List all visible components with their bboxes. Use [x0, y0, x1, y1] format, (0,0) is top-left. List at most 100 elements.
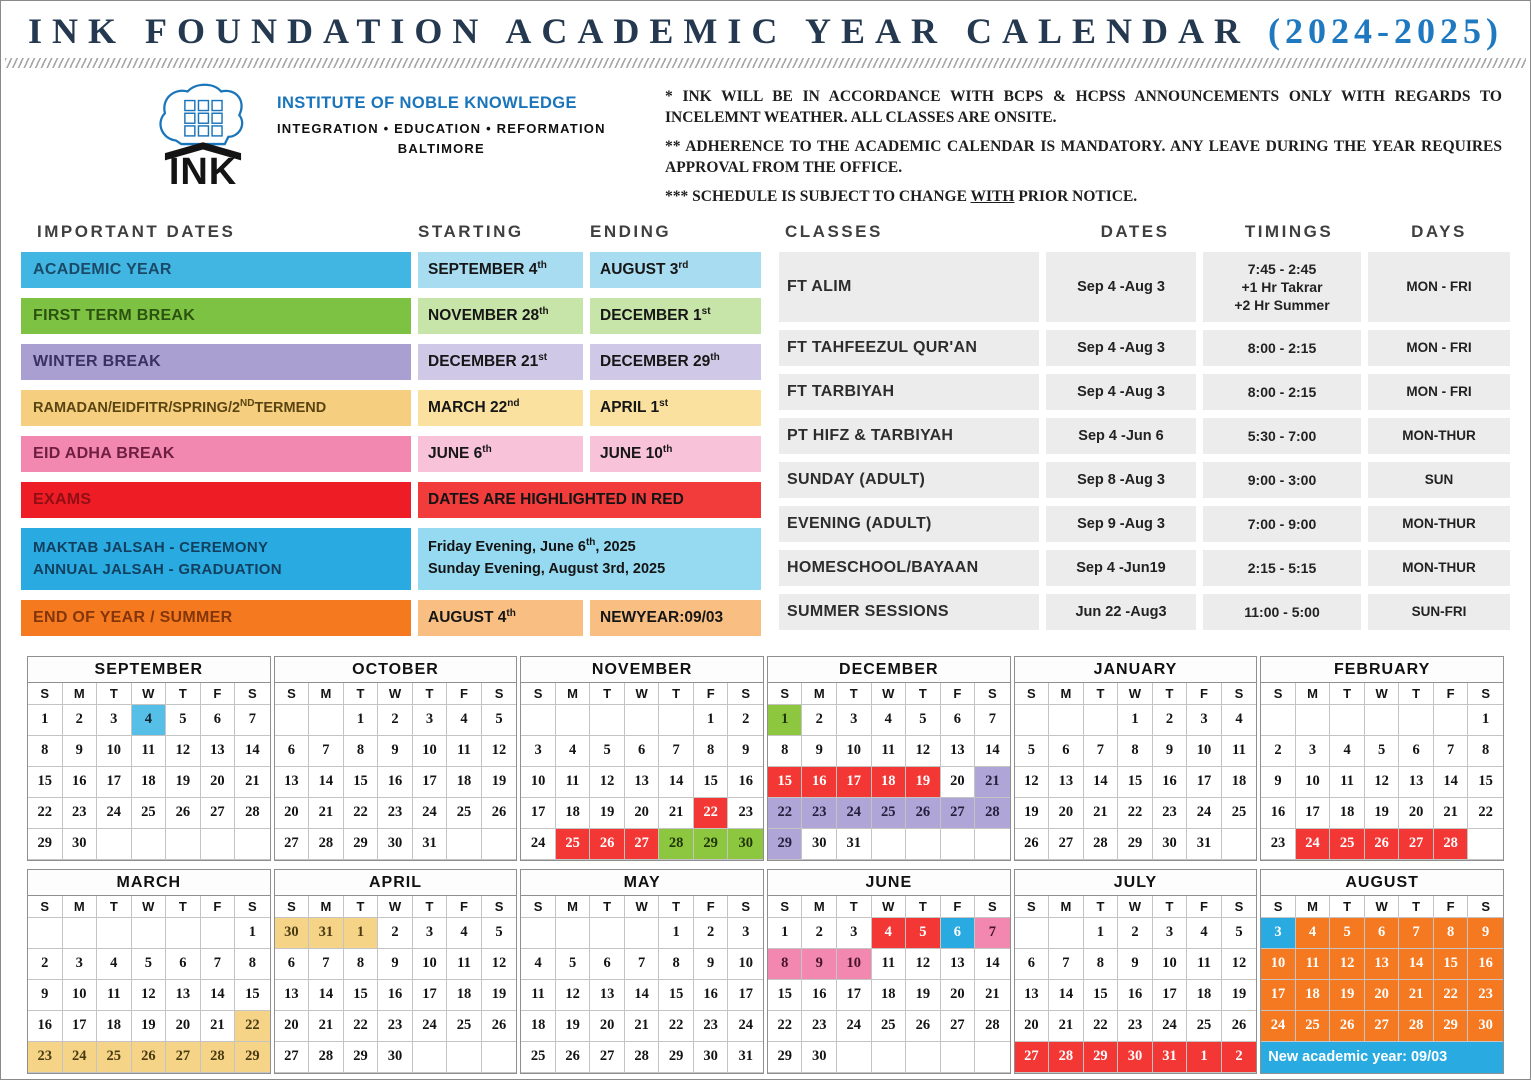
- empty-day-cell: [521, 917, 556, 949]
- day-cell: 14: [235, 736, 270, 767]
- weekday-label: T: [1399, 682, 1434, 704]
- important-date-label: EID ADHA BREAK: [21, 435, 411, 472]
- empty-day-cell: [1295, 704, 1331, 736]
- day-cell: 7: [1049, 948, 1084, 980]
- day-cell: 2: [1152, 704, 1188, 736]
- empty-day-cell: [555, 917, 591, 949]
- note-2: ** ADHERENCE TO THE ACADEMIC CALENDAR IS…: [665, 137, 1502, 177]
- day-cell: 17: [62, 1010, 98, 1042]
- day-cell-summer: 21: [1399, 979, 1434, 1011]
- day-cell: 27: [274, 828, 310, 860]
- day-cell: 15: [693, 766, 729, 798]
- weekday-label: T: [97, 895, 132, 917]
- day-cell: 11: [1187, 948, 1222, 980]
- day-cell: 5: [131, 948, 167, 980]
- policy-notes: * INK WILL BE IN ACCORDANCE WITH BCPS & …: [665, 80, 1502, 214]
- weekday-label: S: [28, 895, 63, 917]
- day-cell: 27: [940, 1010, 976, 1042]
- day-cell-exam: 22: [693, 797, 729, 829]
- weekday-label: T: [166, 895, 201, 917]
- important-date-label: MAKTAB JALSAH - CEREMONY ANNUAL JALSAH - …: [21, 527, 411, 590]
- day-cell: 18: [1221, 767, 1257, 798]
- day-cell: 5: [1221, 918, 1257, 949]
- col-starting: STARTING: [418, 221, 524, 241]
- weekday-label: S: [275, 682, 310, 704]
- day-cell: 17: [412, 979, 448, 1011]
- weekday-label: T: [1399, 895, 1434, 917]
- day-cell: 13: [624, 766, 660, 798]
- empty-day-cell: [274, 704, 310, 736]
- day-cell: 26: [1014, 828, 1050, 860]
- day-cell: 24: [1187, 797, 1222, 829]
- day-cell: 9: [62, 735, 98, 767]
- empty-day-cell: [166, 917, 201, 949]
- day-cell: 6: [200, 704, 236, 736]
- day-cell: 13: [940, 735, 976, 767]
- weekday-label: F: [941, 895, 976, 917]
- day-cell-exam: 15: [767, 766, 803, 798]
- empty-day-cell: [1014, 917, 1050, 949]
- day-grid: 1 2 3 4 5 6 7 8 9 10 11 12 13 14 15 16 17 18 19 20 21 22 23 24 2…: [28, 917, 270, 1073]
- weekday-label: S: [988, 685, 997, 701]
- day-cell-summer: 27: [1364, 1010, 1400, 1042]
- day-cell: 11: [871, 948, 907, 980]
- day-cell-spring: 31: [309, 917, 344, 949]
- day-cell: 18: [1187, 979, 1222, 1011]
- day-cell: 17: [412, 766, 448, 798]
- day-cell: 4: [447, 704, 482, 736]
- day-cell: 17: [521, 797, 556, 829]
- month-may: MAY S M T W T F S 1 2 3 4 5 6 7 8 9 10 11 12 13 14 15 16 17 18 19 2…: [520, 868, 764, 1074]
- day-cell: 27: [274, 1041, 310, 1073]
- weekday-label: T: [1330, 895, 1365, 917]
- day-cell-spring: 26: [131, 1041, 167, 1073]
- day-cell: 15: [659, 979, 694, 1011]
- empty-day-cell: [1049, 704, 1084, 736]
- day-cell: 12: [1014, 766, 1050, 798]
- title-text: INK FOUNDATION ACADEMIC YEAR CALENDAR: [28, 11, 1251, 51]
- day-cell: 14: [1083, 766, 1119, 798]
- empty-day-cell: [590, 917, 625, 949]
- empty-day-cell: [166, 828, 201, 860]
- day-cell: 31: [412, 828, 448, 860]
- day-cell: 14: [200, 979, 236, 1011]
- day-cell-exam: 26: [1364, 828, 1400, 860]
- day-cell: 10: [412, 948, 448, 980]
- empty-day-cell: [235, 829, 270, 860]
- calendar-grid: SEPTEMBER S M T W T F S 1 2 3 4 5 6 7 8 9 10 11 12 13 14 15 16 1…: [1, 646, 1530, 1074]
- weekday-label: T: [166, 682, 201, 704]
- weekday-label: S: [768, 682, 803, 704]
- day-cell-jalsah: 6: [940, 917, 976, 949]
- day-cell: 9: [1152, 735, 1188, 767]
- day-cell: 30: [378, 828, 413, 860]
- end-date-cell: NEWYEAR:09/03: [590, 599, 761, 636]
- class-days-cell: MON-THUR: [1368, 417, 1510, 454]
- day-cell: 12: [166, 735, 201, 767]
- weekday-label: S: [1015, 895, 1050, 917]
- day-cell: 3: [837, 704, 872, 736]
- weekday-label: S: [521, 895, 556, 917]
- day-grid: 1 2 3 4 5 6 7 8 9 10 11 12 13 14 15 16 17 18 19 20 21 22 23 24 2…: [274, 704, 517, 860]
- day-cell: 12: [555, 979, 591, 1011]
- day-cell-exam: 24: [1295, 828, 1331, 860]
- day-cell-exam: 18: [871, 766, 907, 798]
- day-cell: 11: [447, 735, 482, 767]
- title-year: (2024-2025): [1268, 11, 1503, 51]
- start-date-cell: NOVEMBER 28th: [418, 297, 583, 334]
- day-cell-winter: 23: [802, 797, 837, 829]
- day-cell: 19: [555, 1010, 591, 1042]
- day-grid: 1 2 3 4 5 6 7 8 9 10 11 12 13 14 15 16 17 18 19 20 21 22 23 24 2…: [1014, 704, 1257, 860]
- day-cell: 11: [1330, 766, 1365, 798]
- day-cell: 11: [555, 766, 591, 798]
- empty-day-cell: [906, 1041, 941, 1073]
- day-cell: 5: [481, 705, 517, 736]
- note-3-post: PRIOR NOTICE.: [1014, 187, 1138, 205]
- day-cell: 6: [1014, 948, 1050, 980]
- day-cell: 7: [309, 948, 344, 980]
- day-cell: 2: [378, 917, 413, 949]
- day-cell: 28: [1083, 828, 1119, 860]
- empty-day-cell: [1014, 704, 1050, 736]
- day-cell-summer: 25: [1295, 1010, 1331, 1042]
- day-grid: 1 2 3 4 5 6 7 8 9 10 11 12 13 14 15 16 17 18 19 20 21 22 23 24 2…: [1261, 704, 1503, 860]
- day-cell: 10: [1187, 735, 1222, 767]
